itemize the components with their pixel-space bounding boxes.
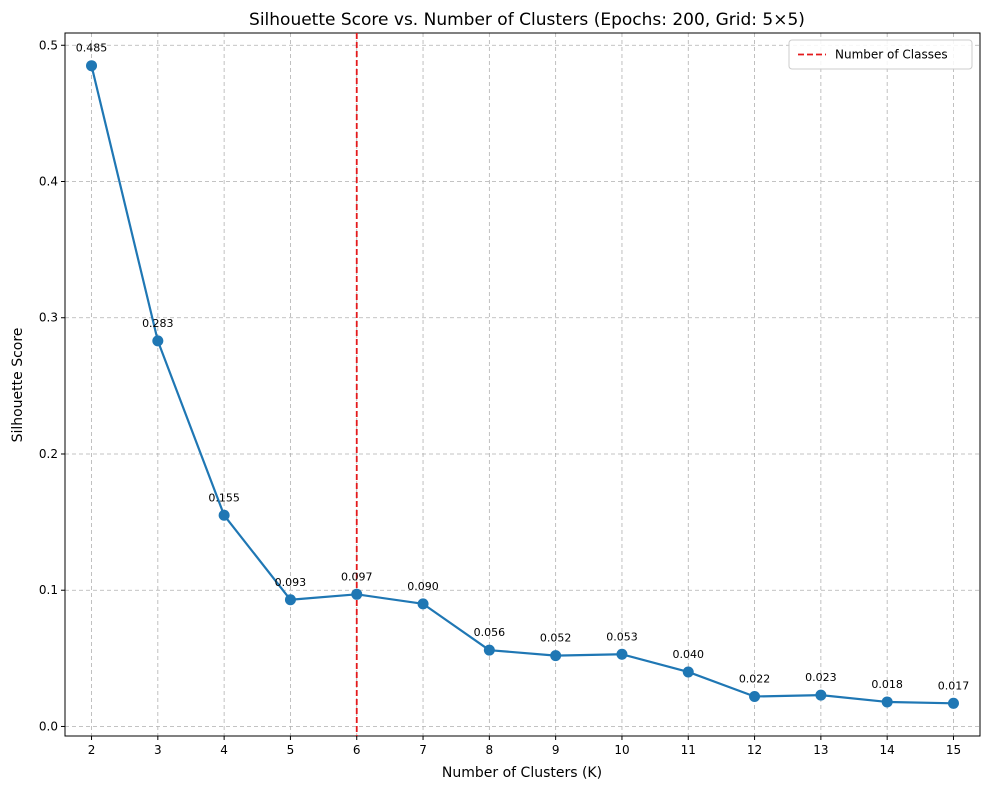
chart-title: Silhouette Score vs. Number of Clusters … [249,10,805,30]
y-tick-label: 0.5 [39,38,58,52]
x-tick-label: 8 [486,743,494,757]
data-label: 0.155 [208,491,240,504]
data-label: 0.097 [341,570,373,583]
x-tick-label: 4 [220,743,228,757]
data-point [417,598,429,610]
data-point [682,666,694,678]
y-tick-label: 0.2 [39,447,58,461]
legend-box [788,39,973,70]
data-point [284,594,296,606]
data-point [749,690,761,702]
data-label: 0.022 [739,672,771,685]
data-label: 0.485 [76,42,108,55]
data-label: 0.017 [938,679,970,692]
data-label: 0.093 [275,576,307,589]
series-line [90,65,954,705]
y-tick-label: 0.1 [39,583,58,597]
data-point [218,509,230,521]
ticks: 2 3 4 5 6 7 8 9 10 11 12 13 14 15 0.0 0.1 0.2 0.3 0.4 0.5 [39,38,961,757]
data-label: 0.052 [540,632,572,645]
data-label: 0.023 [805,671,837,684]
data-point [351,588,363,600]
y-tick-label: 0.3 [39,311,58,325]
data-point [947,697,959,709]
data-point [483,644,495,656]
legend: Number of Classes [788,39,973,70]
data-label: 0.056 [474,626,506,639]
grid [65,33,980,736]
x-tick-label: 15 [946,743,961,757]
x-tick-label: 6 [353,743,361,757]
y-axis-label: Silhouette Score [10,328,26,443]
data-label: 0.090 [407,580,439,593]
x-tick-label: 14 [880,743,895,757]
x-tick-label: 7 [419,743,427,757]
y-tick-label: 0.0 [39,719,58,733]
x-tick-label: 11 [681,743,696,757]
x-tick-label: 12 [747,743,762,757]
plot-area-frame [64,32,981,737]
data-label: 0.053 [606,630,638,643]
data-point [86,60,98,72]
x-tick-label: 13 [813,743,828,757]
data-label: 0.040 [673,648,705,661]
data-point [152,335,164,347]
data-label: 0.283 [142,317,174,330]
legend-label: Number of Classes [835,48,948,62]
x-tick-label: 10 [614,743,629,757]
x-tick-label: 9 [552,743,560,757]
series-group: 0.485 0.283 0.155 0.093 0.097 0.090 0.056 0.052… [76,42,969,709]
x-axis-label: Number of Clusters (K) [442,765,602,781]
data-point [815,689,827,701]
x-tick-label: 5 [287,743,295,757]
y-tick-label: 0.4 [39,175,58,189]
x-tick-label: 2 [88,743,96,757]
data-point [881,696,893,708]
data-point [616,648,628,660]
data-point [550,650,562,662]
data-label: 0.018 [871,678,903,691]
x-tick-label: 3 [154,743,162,757]
